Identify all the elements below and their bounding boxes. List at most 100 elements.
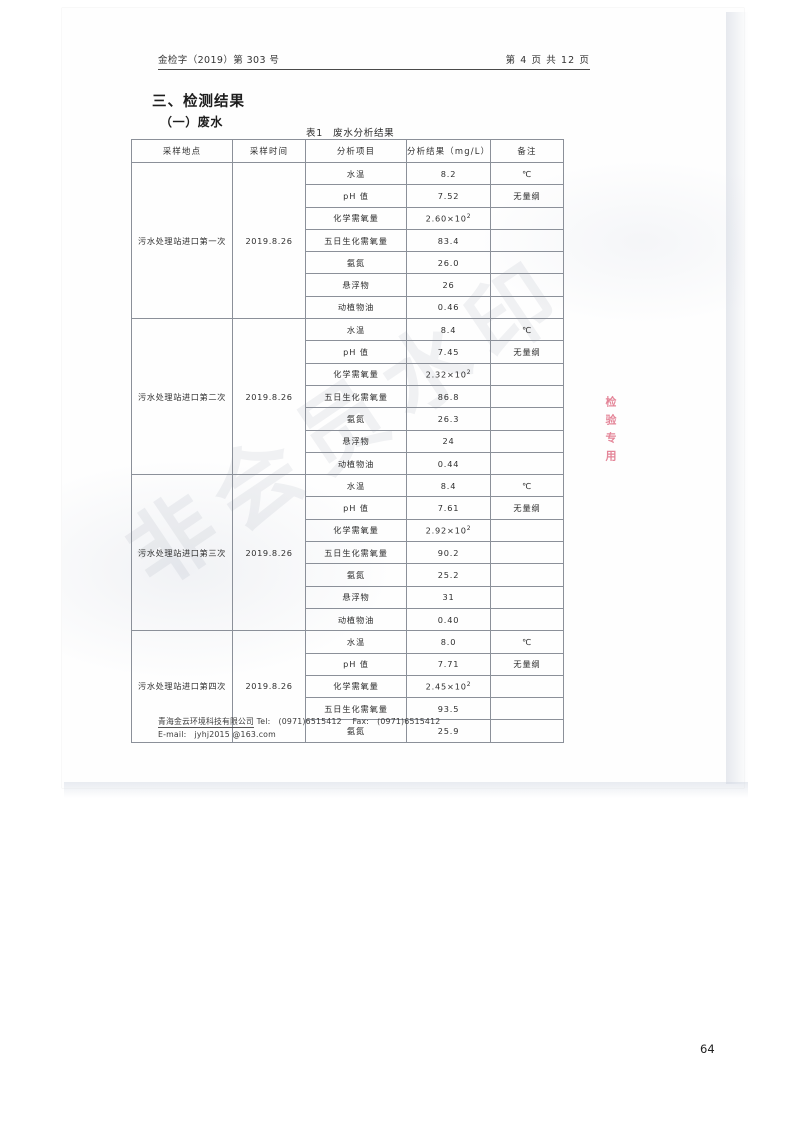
- table-row: pH 值 7.45 无量纲: [132, 340, 564, 364]
- cell-analysis-item: 水温: [305, 161, 407, 186]
- email-label: E-mail:: [158, 729, 187, 739]
- cell-analysis-item: 化学需氧量: [305, 362, 407, 386]
- cell-analysis-result: 26.3: [406, 407, 491, 431]
- column-header-item: 分析项目: [305, 139, 407, 163]
- footer-line-contact: 青海金云环境科技有限公司 Tel: (0971)6515412 Fax: (09…: [158, 716, 440, 729]
- cell-analysis-result: 31: [406, 585, 491, 609]
- cell-analysis-result: 8.0: [406, 630, 491, 654]
- section-heading: 三、检测结果: [152, 94, 245, 110]
- table-row: 污水处理站进口第四次 2019.8.26 水温 8.0 ℃: [131, 630, 564, 743]
- cell-remark: ℃: [490, 630, 564, 654]
- cell-analysis-item: 化学需氧量: [305, 518, 407, 543]
- cell-analysis-result: 26.0: [406, 251, 491, 275]
- cell-remark: [490, 563, 564, 587]
- subsection-heading: （一）废水: [160, 115, 224, 129]
- table-row: 动植物油 0.46: [132, 295, 564, 320]
- page-number: 64: [700, 1042, 715, 1056]
- cell-sampling-time: 2019.8.26: [232, 474, 306, 632]
- table-body: 污水处理站进口第一次 2019.8.26 水温 8.2 ℃ pH 值 7.52 无量纲 化学需氧…: [131, 161, 564, 743]
- cell-analysis-item: 水温: [305, 318, 407, 342]
- cell-remark: 无量纲: [490, 184, 564, 208]
- column-header-result: 分析结果（mg/L）: [406, 139, 491, 163]
- cell-sampling-site: 污水处理站进口第二次: [131, 318, 233, 476]
- column-header-site: 采样地点: [131, 139, 233, 163]
- fax-number: (0971)6515412: [377, 717, 441, 726]
- cell-remark: [490, 228, 564, 253]
- result-exponent: 2: [466, 212, 472, 220]
- cell-sampling-site: 污水处理站进口第一次: [131, 161, 233, 320]
- cell-analysis-result: 7.61: [406, 496, 491, 520]
- table-row: pH 值 7.71 无量纲: [132, 652, 564, 676]
- cell-analysis-item: 水温: [305, 630, 407, 654]
- cell-analysis-item: pH 值: [305, 184, 407, 208]
- table-row: 氨氮 26.3: [132, 407, 564, 431]
- cell-analysis-result: 83.4: [406, 228, 491, 253]
- cell-remark: 无量纲: [490, 652, 564, 676]
- cell-analysis-item: 水温: [305, 474, 407, 498]
- cell-remark: [490, 674, 564, 699]
- cell-analysis-result: 0.44: [406, 451, 491, 476]
- cell-analysis-item: pH 值: [305, 652, 407, 676]
- result-mantissa: 2.45×10: [425, 681, 467, 692]
- cell-analysis-result: 2.92×102: [406, 518, 491, 543]
- tel-label: Tel:: [256, 717, 271, 726]
- company-name: 青海金云环境科技有限公司: [158, 717, 254, 728]
- cell-analysis-item: 悬浮物: [305, 429, 407, 453]
- cell-remark: [490, 429, 564, 453]
- result-mantissa: 2.92×10: [425, 525, 467, 536]
- result-exponent: 2: [466, 681, 472, 689]
- result-mantissa: 2.60×10: [425, 213, 467, 224]
- cell-sampling-time: 2019.8.26: [232, 161, 306, 320]
- table-row: 悬浮物 26: [132, 273, 564, 297]
- table-row: 化学需氧量 2.92×102: [132, 518, 564, 543]
- wastewater-analysis-table: 采样地点 采样时间 分析项目 分析结果（mg/L） 备注 污水处理站进口第一次 2…: [131, 139, 564, 743]
- cell-remark: ℃: [490, 161, 564, 186]
- cell-analysis-item: 悬浮物: [305, 585, 407, 609]
- table-row: 五日生化需氧量 83.4: [132, 228, 564, 253]
- report-number: 金检字（2019）第 303 号: [158, 55, 280, 66]
- cell-remark: [490, 273, 564, 297]
- table-row: 化学需氧量 2.45×102: [132, 674, 564, 699]
- fax-label: Fax:: [352, 717, 370, 726]
- cell-sampling-site: 污水处理站进口第三次: [131, 474, 233, 632]
- cell-analysis-item: 动植物油: [305, 451, 407, 476]
- tel-number: (0971)6515412: [278, 717, 342, 726]
- column-header-note: 备注: [490, 139, 564, 163]
- page-indicator: 第 4 页 共 12 页: [505, 55, 590, 66]
- cell-analysis-result: 25.9: [406, 719, 491, 743]
- cell-analysis-result: 2.32×102: [406, 362, 491, 386]
- cell-analysis-result: 86.8: [406, 384, 491, 409]
- cell-analysis-item: 化学需氧量: [305, 674, 407, 699]
- cell-analysis-item: 氨氮: [305, 407, 407, 431]
- cell-analysis-item: 动植物油: [305, 295, 407, 320]
- table-header: 采样地点 采样时间 分析项目 分析结果（mg/L） 备注: [131, 139, 564, 163]
- cell-remark: [490, 719, 564, 743]
- cell-remark: [490, 451, 564, 476]
- cell-analysis-result: 25.2: [406, 563, 491, 587]
- cell-remark: [490, 585, 564, 609]
- table-row: 悬浮物 31: [132, 585, 564, 609]
- cell-remark: 无量纲: [490, 340, 564, 364]
- cell-analysis-item: pH 值: [305, 496, 407, 520]
- result-exponent: 2: [466, 525, 472, 533]
- table-row: 污水处理站进口第三次 2019.8.26 水温 8.4 ℃: [131, 474, 564, 632]
- cell-remark: [490, 384, 564, 409]
- table-row: 五日生化需氧量 93.5: [132, 697, 564, 721]
- cell-remark: ℃: [490, 318, 564, 342]
- cell-remark: 无量纲: [490, 496, 564, 520]
- cell-remark: [490, 407, 564, 431]
- cell-analysis-result: 26: [406, 273, 491, 297]
- cell-analysis-item: 氨氮: [305, 251, 407, 275]
- table-row: pH 值 7.52 无量纲: [132, 184, 564, 208]
- cell-analysis-result: 8.4: [406, 474, 491, 498]
- cell-remark: [490, 362, 564, 386]
- table-row: 动植物油 0.40: [132, 607, 564, 632]
- cell-remark: [490, 206, 564, 230]
- column-header-time: 采样时间: [232, 139, 306, 163]
- cell-analysis-result: 2.45×102: [406, 674, 491, 699]
- cell-remark: [490, 295, 564, 320]
- cell-analysis-result: 2.60×102: [406, 206, 491, 230]
- cell-analysis-result: 0.46: [406, 295, 491, 320]
- table-caption: 表1 废水分析结果: [306, 128, 395, 139]
- document-running-header: 金检字（2019）第 303 号 第 4 页 共 12 页: [158, 52, 590, 70]
